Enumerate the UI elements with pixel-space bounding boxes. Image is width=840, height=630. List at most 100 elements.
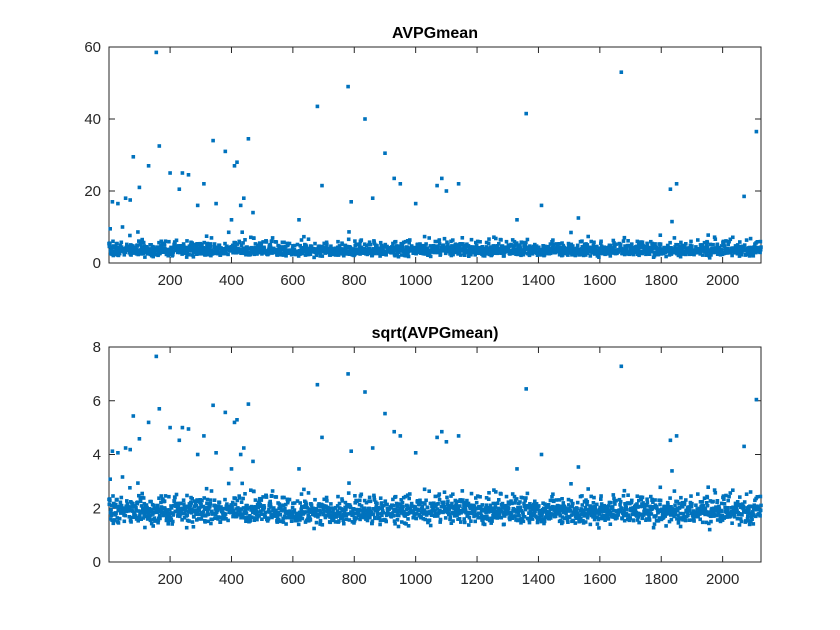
data-point [235, 498, 240, 503]
data-point [475, 494, 480, 498]
data-point [452, 514, 457, 518]
data-point [129, 251, 134, 255]
data-point [159, 505, 164, 509]
data-point [240, 481, 244, 486]
data-point [260, 517, 264, 521]
data-point [199, 244, 203, 249]
data-point [485, 514, 489, 518]
data-point [424, 513, 429, 517]
data-point [263, 510, 268, 515]
data-point [249, 235, 253, 240]
data-point [551, 492, 555, 496]
data-point [502, 514, 507, 518]
data-point [363, 390, 367, 394]
data-point [202, 496, 206, 500]
data-point [667, 246, 671, 251]
data-point [548, 242, 553, 246]
data-point [128, 447, 132, 452]
data-point [568, 246, 573, 250]
y-tick-label: 8 [93, 339, 101, 356]
data-point [167, 239, 171, 244]
data-point [113, 252, 117, 256]
data-point [312, 526, 316, 531]
data-point [619, 70, 624, 74]
data-point [224, 517, 228, 521]
data-point [182, 516, 187, 520]
data-point [461, 248, 466, 253]
data-point [204, 234, 209, 238]
data-point [748, 245, 752, 250]
data-point [111, 521, 116, 526]
chart-panel-avpgmean: AVPGmean 200 400 600 800 1000 1200 1400 1600 180… [84, 25, 763, 289]
data-point [191, 525, 196, 529]
data-point [568, 505, 573, 509]
data-point [629, 500, 634, 505]
data-point [127, 246, 132, 250]
data-point [554, 498, 559, 502]
data-point [558, 513, 562, 518]
data-point [748, 490, 753, 494]
data-point [478, 495, 482, 499]
data-point [622, 513, 626, 518]
data-point [542, 517, 547, 521]
data-point [308, 518, 313, 522]
data-point [229, 218, 234, 222]
data-point [270, 515, 274, 520]
data-point [279, 504, 283, 508]
data-point [261, 240, 265, 244]
data-point [626, 239, 630, 243]
data-point [181, 242, 186, 246]
data-point [618, 499, 623, 504]
data-point [285, 512, 289, 516]
data-point [738, 246, 743, 250]
data-point [228, 510, 233, 515]
data-point [451, 252, 455, 257]
data-point [624, 505, 628, 510]
data-point [252, 236, 256, 240]
data-point [705, 245, 710, 249]
data-point [150, 507, 154, 512]
data-point [718, 516, 722, 521]
data-point [526, 246, 531, 250]
data-point [119, 495, 124, 500]
data-point [449, 521, 454, 525]
data-point [166, 522, 170, 526]
data-point [331, 515, 335, 519]
data-point [714, 505, 718, 509]
data-point [396, 511, 400, 516]
data-point [418, 500, 423, 505]
data-point [130, 509, 135, 513]
data-point [584, 247, 589, 252]
data-point [385, 244, 389, 249]
data-point [611, 248, 616, 252]
data-point [136, 481, 140, 485]
x-tick-label: 1000 [399, 571, 432, 588]
data-point [517, 514, 521, 518]
data-point [179, 501, 183, 506]
data-point [476, 249, 481, 253]
data-point [226, 230, 231, 235]
data-point [434, 505, 438, 509]
data-point [455, 509, 460, 513]
data-point [734, 506, 739, 510]
data-point [423, 252, 427, 256]
y-tick-label: 40 [84, 111, 101, 128]
data-point [451, 511, 456, 516]
data-point [172, 504, 176, 508]
data-point [375, 510, 380, 514]
data-point [174, 238, 179, 243]
data-point [493, 244, 497, 248]
data-point [746, 514, 750, 518]
data-point [609, 243, 613, 248]
data-point [640, 240, 645, 244]
data-point [658, 233, 663, 237]
data-point [260, 512, 264, 516]
data-point [736, 503, 740, 507]
data-point [335, 504, 340, 508]
data-point [704, 501, 709, 505]
data-point [206, 509, 210, 513]
data-point [523, 498, 527, 503]
data-point [256, 246, 260, 250]
data-point [323, 248, 327, 252]
